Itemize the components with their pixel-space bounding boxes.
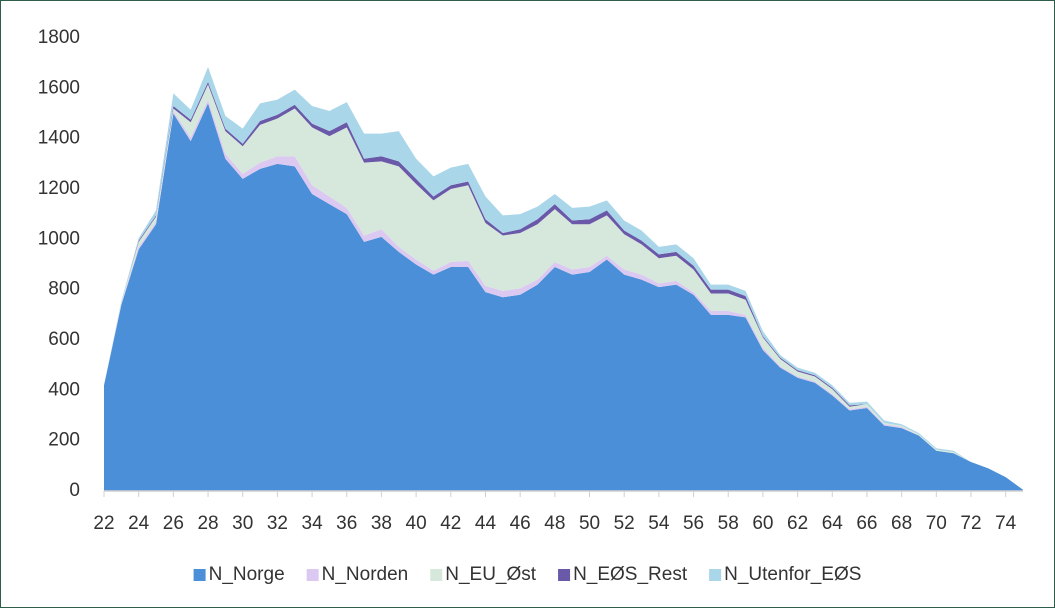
- x-tick-label: 44: [475, 513, 497, 534]
- legend-label: N_Norge: [209, 564, 285, 585]
- y-tick-label: 1800: [38, 27, 80, 48]
- legend-item: N_EU_Øst: [430, 564, 537, 585]
- x-tick-label: 66: [856, 513, 877, 534]
- y-tick-label: 400: [48, 379, 80, 400]
- x-tick-label: 50: [579, 513, 600, 534]
- y-tick-label: 1400: [38, 128, 80, 149]
- legend-swatch: [430, 569, 443, 581]
- x-tick-label: 28: [197, 513, 218, 534]
- x-tick-label: 56: [683, 513, 704, 534]
- legend-label: N_EU_Øst: [445, 564, 537, 585]
- y-tick-label: 200: [48, 430, 80, 451]
- x-tick-label: 52: [614, 513, 635, 534]
- x-tick-label: 60: [752, 513, 773, 534]
- x-tick-label: 72: [960, 513, 981, 534]
- x-tick-label: 70: [926, 513, 947, 534]
- x-tick-label: 34: [302, 513, 324, 534]
- legend-label: N_Norden: [322, 564, 409, 585]
- legend-item: N_Norge: [193, 564, 285, 585]
- legend-swatch: [558, 569, 571, 581]
- x-tick-label: 32: [267, 513, 288, 534]
- y-tick-label: 1000: [38, 228, 80, 249]
- area: [104, 103, 1023, 491]
- x-tick-label: 74: [995, 513, 1017, 534]
- legend-item: N_Utenfor_EØS: [709, 564, 861, 585]
- legend-label: N_Utenfor_EØS: [724, 564, 861, 585]
- y-tick-label: 1600: [38, 77, 80, 98]
- area: [104, 84, 1023, 490]
- legend-swatch: [306, 569, 319, 581]
- x-tick-label: 54: [648, 513, 670, 534]
- y-tick-label: 0: [69, 480, 80, 501]
- x-tick-label: 62: [787, 513, 808, 534]
- x-tick-label: 48: [544, 513, 565, 534]
- legend-swatch: [709, 569, 722, 581]
- legend-item: N_EØS_Rest: [558, 564, 688, 585]
- legend-label: N_EØS_Rest: [573, 564, 688, 585]
- x-tick-label: 30: [232, 513, 253, 534]
- x-tick-label: 58: [718, 513, 739, 534]
- x-tick-label: 42: [440, 513, 461, 534]
- plot-area: [104, 66, 1023, 491]
- x-tick-label: 46: [510, 513, 531, 534]
- y-tick-label: 600: [48, 329, 80, 350]
- x-tick-label: 64: [822, 513, 844, 534]
- x-tick-label: 22: [93, 513, 114, 534]
- x-tick-label: 24: [128, 513, 150, 534]
- x-tick-label: 26: [163, 513, 184, 534]
- x-tick-label: 38: [371, 513, 392, 534]
- y-tick-label: 800: [48, 279, 80, 300]
- x-tick-label: 40: [406, 513, 427, 534]
- x-tick-label: 68: [891, 513, 912, 534]
- legend-swatch: [193, 569, 206, 581]
- x-tick-label: 36: [336, 513, 357, 534]
- legend-item: N_Norden: [306, 564, 409, 585]
- y-tick-label: 1200: [38, 178, 80, 199]
